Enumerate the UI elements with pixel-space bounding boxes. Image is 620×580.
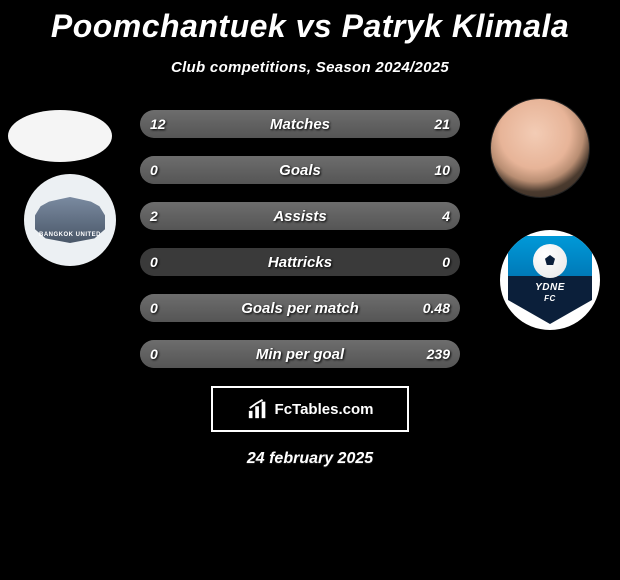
stat-row: Hattricks0 0 <box>140 248 460 276</box>
player-left-club-badge: BANGKOK UNITED <box>24 174 116 266</box>
stat-row: Goals0 10 <box>140 156 460 184</box>
stat-value-right: 21 <box>434 110 450 138</box>
stat-row: Matches12 21 <box>140 110 460 138</box>
stat-row: Min per goal0 239 <box>140 340 460 368</box>
stat-value-right: 0.48 <box>423 294 450 322</box>
stat-label: Assists <box>140 202 460 230</box>
sydney-fc-icon: YDNE FC <box>508 236 592 324</box>
stat-label: Goals per match <box>140 294 460 322</box>
comparison-panel: BANGKOK UNITED YDNE FC Matches1221Goals0… <box>0 110 620 368</box>
stat-value-left: 0 <box>150 156 158 184</box>
stat-value-left: 0 <box>150 248 158 276</box>
date-line: 24 february 2025 <box>0 450 620 468</box>
stat-row: Assists2 4 <box>140 202 460 230</box>
player-right-club-sub: FC <box>544 294 556 303</box>
player-left-club-label: BANGKOK UNITED <box>39 232 101 238</box>
stats-bars: Matches1221Goals010Assists24Hattricks00G… <box>140 110 460 368</box>
stat-label: Matches <box>140 110 460 138</box>
player-right-club-badge: YDNE FC <box>500 230 600 330</box>
stat-value-left: 0 <box>150 294 158 322</box>
stat-row: Goals per match0 0.48 <box>140 294 460 322</box>
attribution-box[interactable]: FcTables.com <box>211 386 409 432</box>
attribution-text: FcTables.com <box>275 401 374 418</box>
stat-label: Hattricks <box>140 248 460 276</box>
stat-label: Goals <box>140 156 460 184</box>
stat-value-left: 0 <box>150 340 158 368</box>
fctables-icon <box>247 398 269 420</box>
stat-value-right: 239 <box>427 340 450 368</box>
stat-value-right: 0 <box>442 248 450 276</box>
player-right-avatar <box>490 98 590 198</box>
player-right-club-label: YDNE <box>535 282 565 293</box>
stat-value-left: 2 <box>150 202 158 230</box>
page-subtitle: Club competitions, Season 2024/2025 <box>0 59 620 76</box>
stat-value-right: 4 <box>442 202 450 230</box>
player-left-avatar <box>8 110 112 162</box>
page-title: Poomchantuek vs Patryk Klimala <box>0 0 620 45</box>
stat-value-left: 12 <box>150 110 166 138</box>
stat-value-right: 10 <box>434 156 450 184</box>
stat-label: Min per goal <box>140 340 460 368</box>
